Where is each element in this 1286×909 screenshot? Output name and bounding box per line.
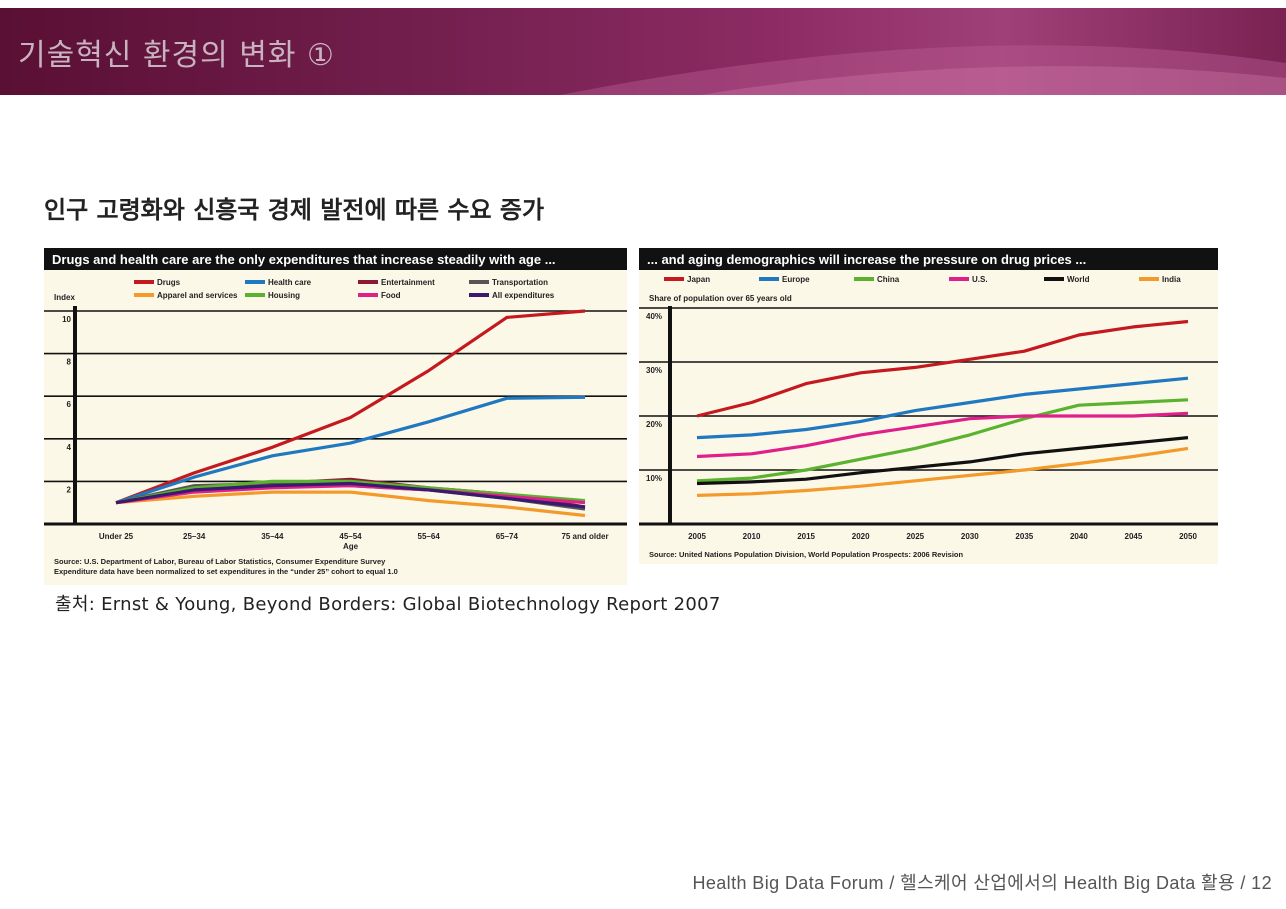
legend-label-u-s: U.S. [972,275,988,284]
legend-label-apparel-and-services: Apparel and services [157,291,238,300]
legend-label-japan: Japan [687,275,710,284]
y-axis-label: Share of population over 65 years old [649,294,792,303]
x-tick-label: 2005 [688,532,706,541]
chart-note: Expenditure data have been normalized to… [54,567,398,576]
legend-label-drugs: Drugs [157,278,181,287]
series-line-europe [696,376,1189,440]
y-tick-label: 30% [646,366,662,375]
series-line-japan [696,319,1189,418]
x-axis-label: Age [343,542,359,551]
x-tick-label: 65–74 [496,532,519,541]
x-tick-label: 2035 [1015,532,1033,541]
x-tick-label: 35–44 [261,532,284,541]
y-axis-label: Index [54,293,75,302]
legend-label-food: Food [381,291,401,300]
x-tick-label: 2045 [1125,532,1143,541]
series-line-china [696,398,1189,483]
series-line-world [696,436,1189,486]
legend-label-all-expenditures: All expenditures [492,291,555,300]
legend-label-health-care: Health care [268,278,312,287]
legend-label-india: India [1162,275,1181,284]
chart-aging-population: ... and aging demographics will increase… [639,248,1218,564]
series-line-housing [115,479,586,505]
chart-note: Source: United Nations Population Divisi… [649,550,963,559]
x-tick-label: 2025 [906,532,924,541]
slide-heading: 인구 고령화와 신흥국 경제 발전에 따른 수요 증가 [44,196,545,224]
x-tick-label: 2040 [1070,532,1088,541]
x-tick-label: 2010 [743,532,761,541]
x-tick-label: 2050 [1179,532,1197,541]
y-tick-label: 6 [67,400,72,409]
y-tick-label: 2 [67,485,72,494]
series-line-drugs [115,309,586,505]
chart-header-bar [639,248,1218,270]
legend-label-entertainment: Entertainment [381,278,435,287]
banner-wave-decoration [560,45,1286,95]
series-line-food [115,484,586,505]
x-tick-label: Under 25 [99,532,134,541]
y-tick-label: 40% [646,312,662,321]
chart-note: Source: U.S. Department of Labor, Bureau… [54,557,386,566]
x-tick-label: 55–64 [418,532,441,541]
chart-expenditures-svg: Drugs and health care are the only expen… [44,248,627,576]
series-line-india [696,446,1189,497]
chart-header-bar [44,248,627,270]
legend-label-europe: Europe [782,275,810,284]
x-tick-label: 2020 [852,532,870,541]
legend-label-world: World [1067,275,1090,284]
title-banner: 기술혁신 환경의 변화 ① [0,8,1286,95]
series-line-apparel-and-services [115,490,586,518]
series-line-all-expenditures [115,481,586,509]
slide-title: 기술혁신 환경의 변화 ① [18,38,335,73]
x-tick-label: 2030 [961,532,979,541]
y-tick-label: 4 [67,443,72,452]
y-tick-label: 20% [646,420,662,429]
series-line-health-care [115,395,586,505]
slide-footer: Health Big Data Forum / 헬스케어 산업에서의 Healt… [692,873,1272,893]
y-tick-label: 10 [62,315,71,324]
source-citation: 출처: Ernst & Young, Beyond Borders: Globa… [55,594,721,615]
y-tick-label: 8 [67,358,72,367]
x-tick-label: 75 and older [561,532,608,541]
y-tick-label: 10% [646,474,662,483]
chart-title: ... and aging demographics will increase… [647,252,1086,267]
x-tick-label: 25–34 [183,532,206,541]
x-tick-label: 45–54 [339,532,362,541]
chart-title: Drugs and health care are the only expen… [52,252,556,267]
chart-expenditures-by-age: Drugs and health care are the only expen… [44,248,627,585]
series-line-u-s [696,411,1189,459]
chart-aging-svg: ... and aging demographics will increase… [639,248,1218,559]
legend-label-housing: Housing [268,291,300,300]
x-tick-label: 2015 [797,532,815,541]
legend-label-china: China [877,275,900,284]
legend-label-transportation: Transportation [492,278,548,287]
